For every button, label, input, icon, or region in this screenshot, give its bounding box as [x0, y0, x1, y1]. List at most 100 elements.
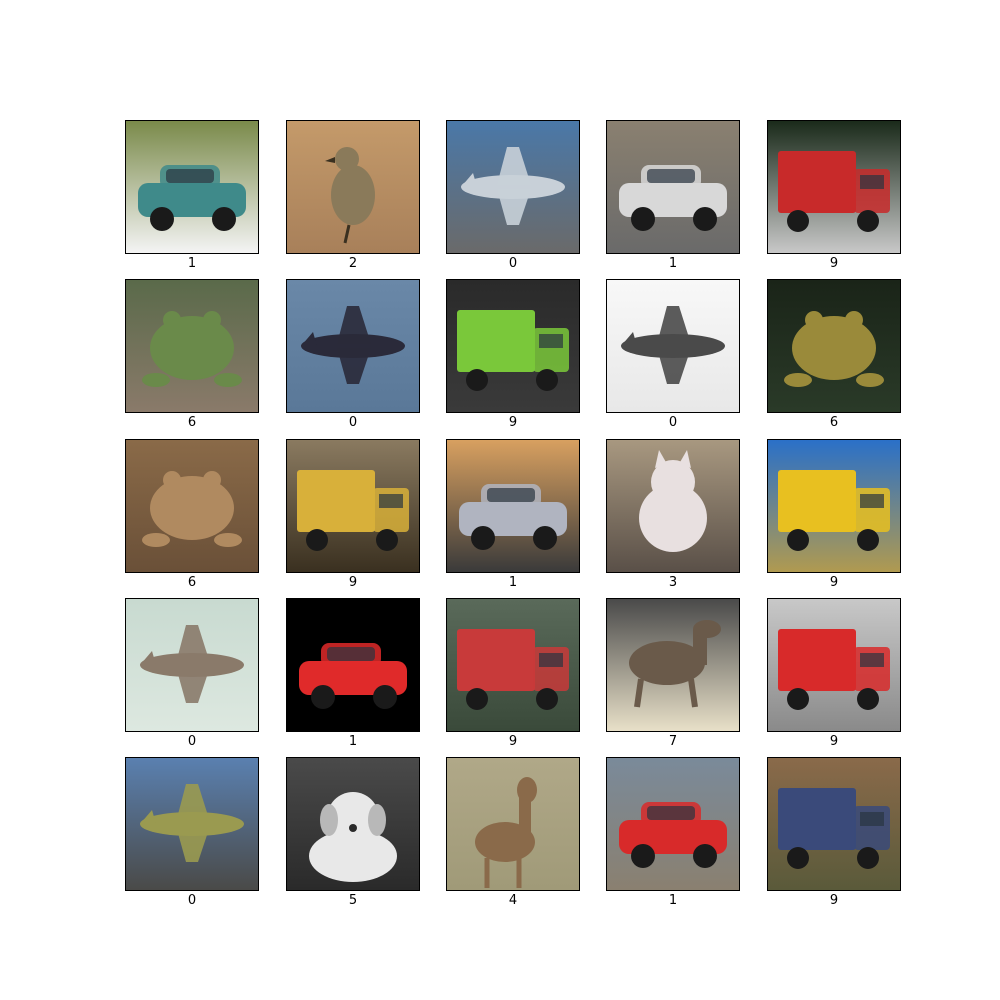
- subject-shape: [138, 165, 246, 231]
- frog-image: [767, 279, 901, 413]
- subject-shape: [299, 643, 407, 709]
- grid-cell: 7: [606, 598, 740, 750]
- frog-image: [125, 439, 259, 573]
- subject-shape: [778, 629, 890, 710]
- frog-image-drawing: [126, 440, 258, 572]
- truck-image: [767, 120, 901, 254]
- truck-image-drawing: [768, 440, 900, 572]
- airplane-image-drawing: [126, 599, 258, 731]
- truck-image: [446, 598, 580, 732]
- truck-image-drawing: [447, 280, 579, 412]
- class-label: 9: [508, 734, 518, 749]
- subject-shape: [784, 311, 884, 387]
- subject-shape: [142, 311, 242, 387]
- bird-image-drawing: [287, 121, 419, 253]
- grid-cell: 6: [125, 439, 259, 591]
- car-image-drawing: [607, 121, 739, 253]
- car-image: [286, 598, 420, 732]
- car-image: [125, 120, 259, 254]
- class-label: 9: [348, 575, 358, 590]
- airplane-image: [125, 757, 259, 891]
- subject-shape: [457, 629, 569, 710]
- airplane-image: [125, 598, 259, 732]
- grid-cell: 5: [286, 757, 420, 909]
- grid-cell: 9: [767, 439, 901, 591]
- class-label: 7: [668, 734, 678, 749]
- horse-image: [606, 598, 740, 732]
- truck-image: [767, 439, 901, 573]
- class-label: 6: [829, 415, 839, 430]
- class-label: 1: [668, 256, 678, 271]
- grid-cell: 1: [606, 757, 740, 909]
- class-label: 0: [668, 415, 678, 430]
- airplane-image-drawing: [126, 758, 258, 890]
- subject-shape: [778, 470, 890, 551]
- grid-cell: 4: [446, 757, 580, 909]
- class-label: 9: [829, 256, 839, 271]
- car-image-drawing: [447, 440, 579, 572]
- car-image: [446, 439, 580, 573]
- grid-cell: 6: [125, 279, 259, 431]
- truck-image: [767, 598, 901, 732]
- cat-image-drawing: [607, 440, 739, 572]
- car-image: [606, 120, 740, 254]
- airplane-image-drawing: [287, 280, 419, 412]
- subject-shape: [140, 625, 244, 703]
- frog-image: [125, 279, 259, 413]
- class-label: 9: [829, 575, 839, 590]
- grid-cell: 6: [767, 279, 901, 431]
- truck-image-drawing: [768, 599, 900, 731]
- frog-image-drawing: [768, 280, 900, 412]
- subject-shape: [457, 310, 569, 391]
- car-image: [606, 757, 740, 891]
- grid-cell: 1: [286, 598, 420, 750]
- grid-cell: 0: [286, 279, 420, 431]
- class-label: 2: [348, 256, 358, 271]
- grid-cell: 1: [125, 120, 259, 272]
- class-label: 1: [508, 575, 518, 590]
- subject-shape: [778, 151, 890, 232]
- grid-cell: 1: [606, 120, 740, 272]
- class-label: 6: [187, 415, 197, 430]
- grid-cell: 9: [767, 757, 901, 909]
- subject-shape: [459, 484, 567, 550]
- class-label: 4: [508, 893, 518, 908]
- horse-image-drawing: [607, 599, 739, 731]
- grid-cell: 0: [446, 120, 580, 272]
- frog-image-drawing: [126, 280, 258, 412]
- grid-cell: 9: [767, 120, 901, 272]
- subject-shape: [297, 470, 409, 551]
- subject-shape: [325, 147, 375, 244]
- subject-shape: [309, 792, 397, 882]
- car-image-drawing: [126, 121, 258, 253]
- class-label: 0: [187, 734, 197, 749]
- grid-cell: 3: [606, 439, 740, 591]
- cat-image: [606, 439, 740, 573]
- class-label: 0: [187, 893, 197, 908]
- grid-cell: 0: [125, 598, 259, 750]
- class-label: 0: [348, 415, 358, 430]
- car-image-drawing: [287, 599, 419, 731]
- subject-shape: [621, 306, 725, 384]
- deer-image: [446, 757, 580, 891]
- subject-shape: [778, 788, 890, 869]
- grid-cell: 1: [446, 439, 580, 591]
- grid-cell: 9: [446, 279, 580, 431]
- grid-cell: 0: [606, 279, 740, 431]
- class-label: 3: [668, 575, 678, 590]
- airplane-image-drawing: [607, 280, 739, 412]
- subject-shape: [619, 165, 727, 231]
- grid-cell: 9: [446, 598, 580, 750]
- car-image-drawing: [607, 758, 739, 890]
- truck-image-drawing: [768, 758, 900, 890]
- airplane-image: [606, 279, 740, 413]
- deer-image-drawing: [447, 758, 579, 890]
- grid-cell: 9: [767, 598, 901, 750]
- dog-image-drawing: [287, 758, 419, 890]
- class-label: 5: [348, 893, 358, 908]
- dog-image: [286, 757, 420, 891]
- subject-shape: [639, 450, 707, 552]
- class-label: 1: [348, 734, 358, 749]
- grid-cell: 0: [125, 757, 259, 909]
- class-label: 0: [508, 256, 518, 271]
